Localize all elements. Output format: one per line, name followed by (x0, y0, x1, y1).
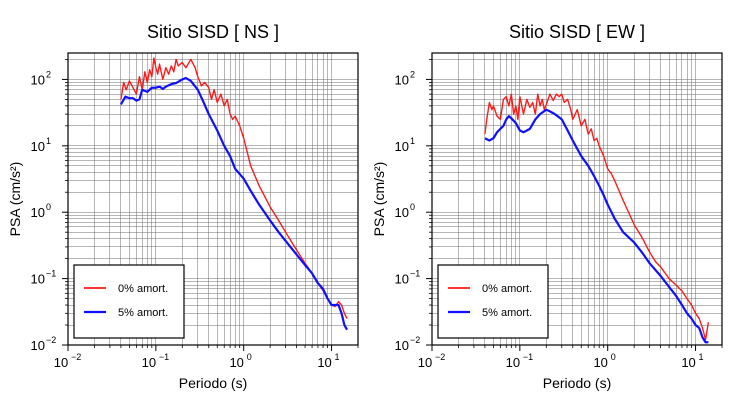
x-tick-label: 10 (418, 355, 432, 370)
y-tick-exponent: 2 (410, 69, 415, 79)
plot-frame (67, 52, 359, 346)
x-tick-exponent: −1 (523, 352, 533, 362)
y-tick-exponent: 0 (46, 202, 51, 212)
legend-label: 0% amort. (118, 283, 168, 295)
y-tick-exponent: −2 (410, 335, 420, 345)
legend-label: 0% amort. (482, 283, 532, 295)
legend-box (437, 264, 549, 339)
y-tick-label: 10 (31, 205, 45, 220)
y-tick-label: 10 (31, 272, 45, 287)
plot-frame (431, 52, 723, 346)
y-tick-exponent: −1 (410, 269, 420, 279)
x-tick-label: 10 (593, 355, 607, 370)
legend: 0% amort. 5% amort. (73, 264, 185, 339)
y-tick-exponent: −1 (46, 269, 56, 279)
legend-label: 5% amort. (482, 307, 532, 319)
x-axis-label: Periodo (s) (543, 375, 611, 391)
y-axis-label: PSA (cm/s²) (371, 162, 387, 237)
y-tick-label: 10 (395, 72, 409, 87)
x-tick-exponent: 1 (699, 352, 704, 362)
y-tick-label: 10 (31, 72, 45, 87)
legend-box (73, 264, 185, 339)
series-lines (484, 93, 710, 344)
x-tick-exponent: −2 (435, 352, 445, 362)
chart-title: Sitio SISD [ NS ] (147, 22, 279, 42)
x-tick-exponent: 0 (611, 352, 616, 362)
series-line-damping-0 (484, 93, 710, 341)
y-tick-exponent: 1 (410, 136, 415, 146)
x-tick-label: 10 (317, 355, 331, 370)
x-tick-label: 10 (506, 355, 520, 370)
legend-label: 5% amort. (118, 307, 168, 319)
x-tick-exponent: −1 (159, 352, 169, 362)
x-tick-label: 10 (229, 355, 243, 370)
y-tick-exponent: −2 (46, 335, 56, 345)
x-tick-exponent: −2 (71, 352, 81, 362)
y-tick-label: 10 (395, 139, 409, 154)
x-tick-exponent: 0 (247, 352, 252, 362)
x-tick-label: 10 (142, 355, 156, 370)
y-tick-label: 10 (395, 338, 409, 353)
x-tick-exponent: 1 (335, 352, 340, 362)
y-tick-label: 10 (395, 272, 409, 287)
legend: 0% amort. 5% amort. (437, 264, 549, 339)
series-line-damping-5 (484, 108, 709, 344)
y-tick-exponent: 2 (46, 69, 51, 79)
y-tick-label: 10 (395, 205, 409, 220)
x-axis-label: Periodo (s) (179, 375, 247, 391)
chart-title: Sitio SISD [ EW ] (509, 22, 645, 42)
series-line-damping-5 (119, 76, 348, 331)
y-axis-label: PSA (cm/s²) (7, 162, 23, 237)
x-tick-label: 10 (54, 355, 68, 370)
y-tick-label: 10 (31, 338, 45, 353)
y-tick-label: 10 (31, 139, 45, 154)
x-tick-label: 10 (681, 355, 695, 370)
y-tick-exponent: 0 (410, 202, 415, 212)
series-lines (119, 57, 348, 331)
y-tick-exponent: 1 (46, 136, 51, 146)
